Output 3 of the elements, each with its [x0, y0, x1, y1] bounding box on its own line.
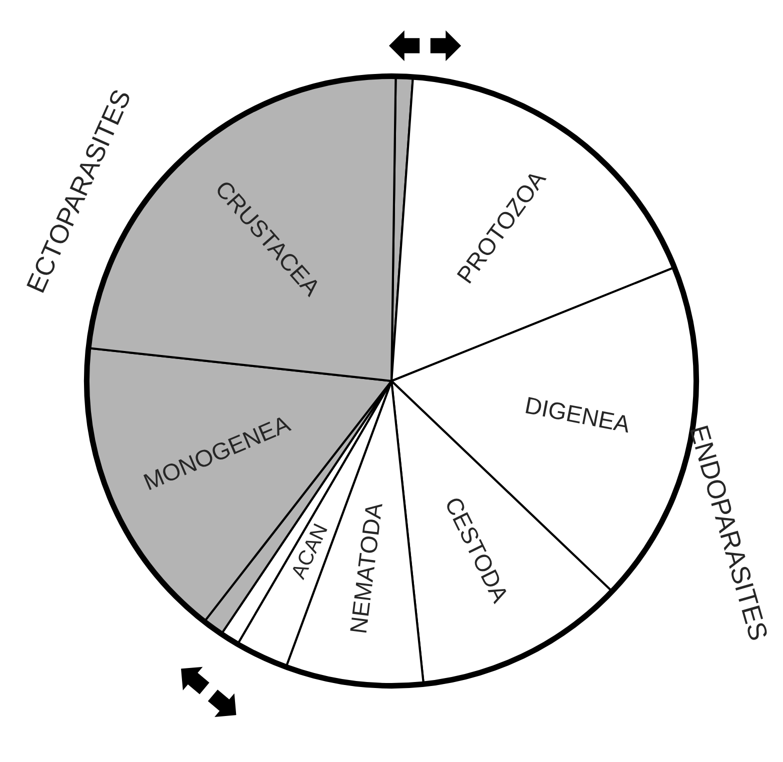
slice-label: NEMATODA — [350, 502, 383, 633]
slice-label: ACAN — [290, 523, 328, 580]
slice-label: DIGENEA — [526, 396, 632, 433]
